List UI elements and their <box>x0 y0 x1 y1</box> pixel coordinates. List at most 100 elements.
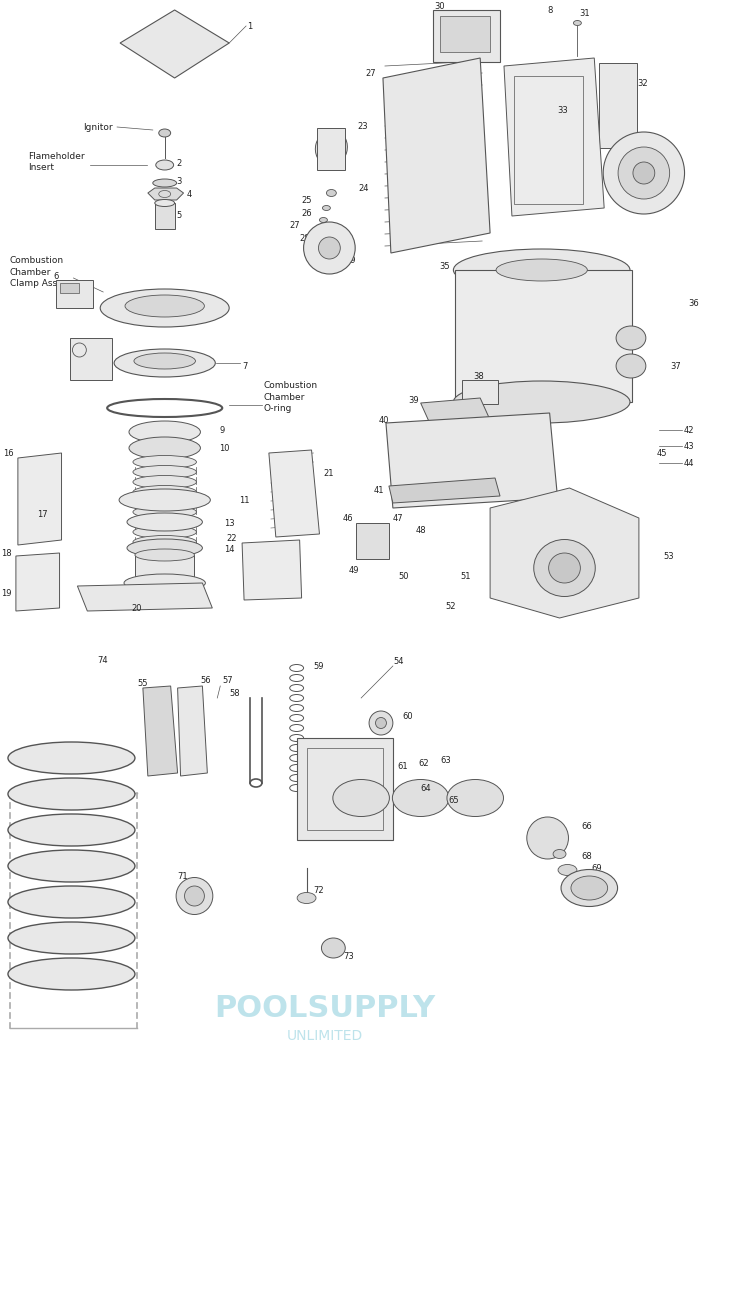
Text: 37: 37 <box>671 361 681 371</box>
Text: 48: 48 <box>416 526 426 535</box>
Text: 18: 18 <box>2 548 12 557</box>
Polygon shape <box>386 412 557 508</box>
Ellipse shape <box>297 893 316 903</box>
Text: 44: 44 <box>684 458 694 467</box>
Text: 27: 27 <box>289 221 299 230</box>
Text: 58: 58 <box>229 689 240 697</box>
Ellipse shape <box>319 238 341 258</box>
Text: 38: 38 <box>473 372 484 381</box>
Text: 64: 64 <box>420 783 432 792</box>
Ellipse shape <box>125 295 205 317</box>
Ellipse shape <box>558 864 577 876</box>
Polygon shape <box>148 188 183 200</box>
Text: 65: 65 <box>448 796 459 804</box>
Text: 12: 12 <box>174 493 184 502</box>
Text: 56: 56 <box>201 676 211 685</box>
Ellipse shape <box>119 489 211 512</box>
Ellipse shape <box>571 876 608 900</box>
Bar <box>462 380 498 405</box>
Text: 27: 27 <box>365 68 376 77</box>
Ellipse shape <box>133 535 196 548</box>
Text: 51: 51 <box>460 572 471 581</box>
Text: 74: 74 <box>97 655 108 664</box>
Polygon shape <box>120 10 229 78</box>
Text: 67: 67 <box>547 842 557 851</box>
Ellipse shape <box>135 549 195 561</box>
Ellipse shape <box>127 539 202 557</box>
Text: 14: 14 <box>224 544 235 553</box>
Polygon shape <box>599 63 637 147</box>
Ellipse shape <box>447 779 504 817</box>
Ellipse shape <box>561 869 617 907</box>
Polygon shape <box>177 686 208 776</box>
Text: 47: 47 <box>393 513 404 522</box>
Ellipse shape <box>315 130 347 166</box>
Text: 60: 60 <box>403 711 414 720</box>
Text: 17: 17 <box>37 509 47 518</box>
Ellipse shape <box>8 814 135 846</box>
Ellipse shape <box>323 205 330 210</box>
Ellipse shape <box>369 711 393 735</box>
Text: 34: 34 <box>664 145 675 154</box>
Text: 11: 11 <box>239 496 250 505</box>
Ellipse shape <box>133 475 196 488</box>
Ellipse shape <box>133 496 196 509</box>
Ellipse shape <box>155 200 174 206</box>
Text: Combustion
Chamber
Clamp Assy.: Combustion Chamber Clamp Assy. <box>10 256 64 288</box>
Ellipse shape <box>8 778 135 810</box>
Bar <box>56 281 93 308</box>
Polygon shape <box>383 57 490 253</box>
Polygon shape <box>143 686 177 776</box>
Text: 50: 50 <box>399 572 409 581</box>
Ellipse shape <box>114 348 215 377</box>
Ellipse shape <box>133 455 196 468</box>
Text: 73: 73 <box>343 951 354 960</box>
Polygon shape <box>77 583 212 611</box>
Text: 33: 33 <box>557 106 569 115</box>
Text: 6: 6 <box>53 271 58 281</box>
Ellipse shape <box>127 513 202 531</box>
Bar <box>456 270 632 402</box>
Bar <box>59 283 80 294</box>
Text: 7: 7 <box>242 361 247 371</box>
Text: 43: 43 <box>684 441 694 450</box>
Text: 40: 40 <box>378 415 389 424</box>
Text: 3: 3 <box>177 176 182 185</box>
Text: 28: 28 <box>299 234 310 243</box>
Ellipse shape <box>321 938 345 958</box>
Ellipse shape <box>616 326 646 350</box>
Text: 35: 35 <box>440 261 450 270</box>
Text: POOLSUPPLY: POOLSUPPLY <box>214 993 435 1023</box>
Ellipse shape <box>8 886 135 917</box>
Text: 16: 16 <box>3 449 14 458</box>
Text: 15: 15 <box>142 568 153 577</box>
Ellipse shape <box>129 437 201 459</box>
Bar <box>307 748 383 830</box>
Ellipse shape <box>100 288 229 328</box>
Ellipse shape <box>453 381 630 423</box>
Text: 9: 9 <box>220 425 225 435</box>
Text: Flameholder
Insert: Flameholder Insert <box>28 151 84 172</box>
Bar <box>135 555 195 585</box>
Ellipse shape <box>159 129 171 137</box>
Text: 23: 23 <box>357 121 368 130</box>
Text: 36: 36 <box>689 299 699 308</box>
Text: 2: 2 <box>177 158 182 167</box>
Ellipse shape <box>574 21 581 26</box>
Ellipse shape <box>304 222 355 274</box>
Text: 63: 63 <box>441 756 451 765</box>
Polygon shape <box>504 57 604 217</box>
Polygon shape <box>269 450 320 536</box>
Ellipse shape <box>184 886 205 906</box>
Text: 24: 24 <box>358 184 368 193</box>
Ellipse shape <box>633 162 655 184</box>
Text: 66: 66 <box>581 822 592 830</box>
Text: 49: 49 <box>349 565 359 574</box>
Ellipse shape <box>549 553 581 583</box>
Ellipse shape <box>156 161 174 170</box>
Text: 31: 31 <box>579 9 590 17</box>
Text: 21: 21 <box>323 468 334 478</box>
Text: 26: 26 <box>301 209 311 218</box>
Bar <box>296 739 393 840</box>
Ellipse shape <box>8 958 135 990</box>
